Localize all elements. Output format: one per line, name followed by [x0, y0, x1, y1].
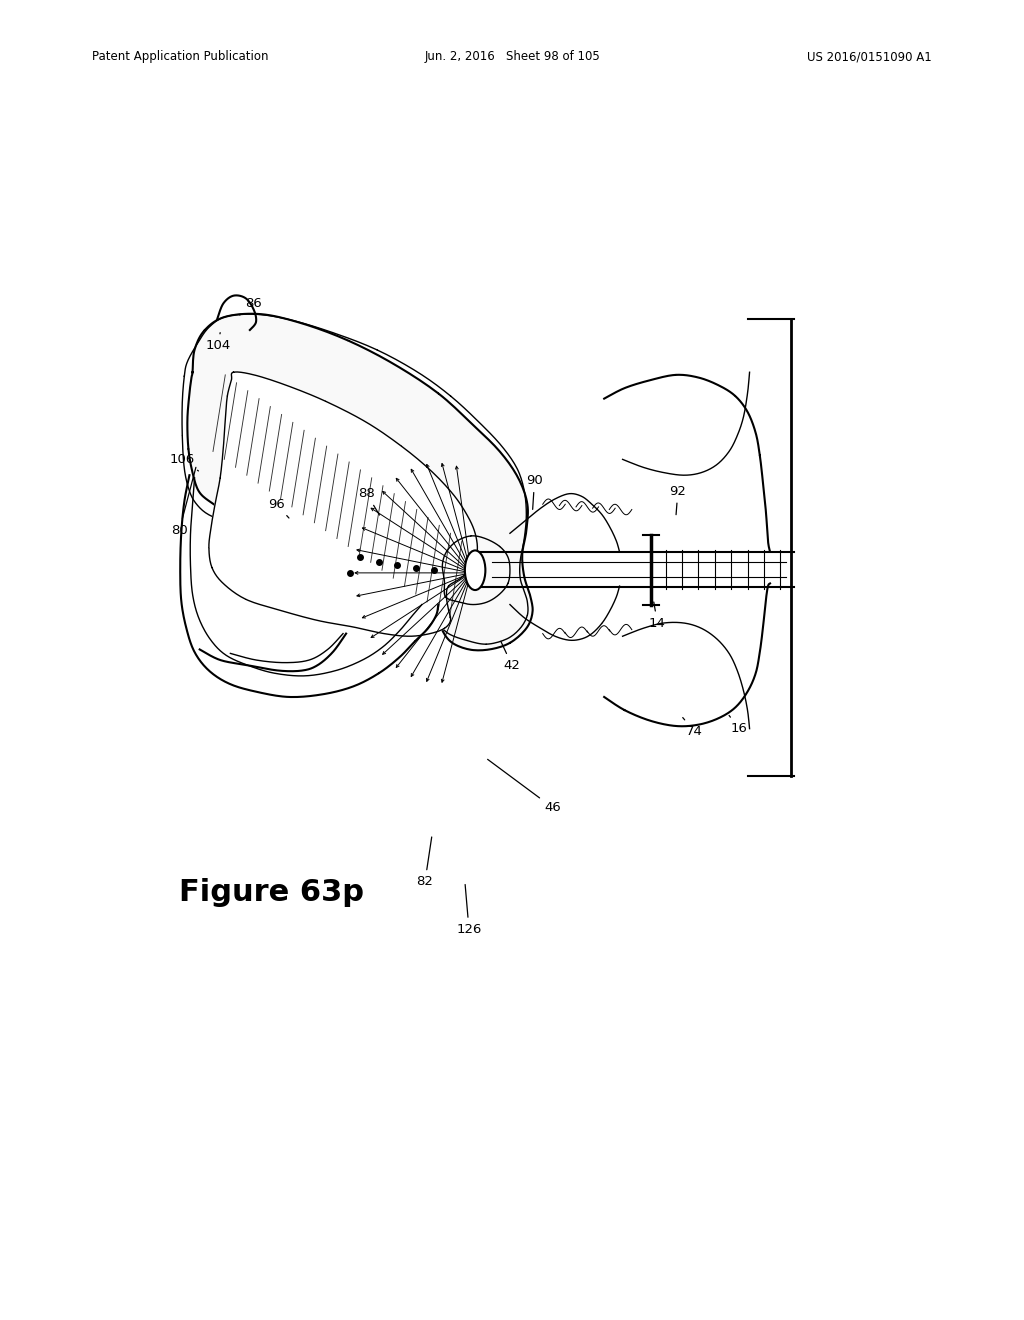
Text: 126: 126: [457, 884, 481, 936]
Ellipse shape: [465, 550, 485, 590]
Text: 92: 92: [670, 484, 686, 515]
Polygon shape: [187, 314, 532, 651]
Text: 88: 88: [358, 487, 380, 515]
Text: 96: 96: [268, 498, 289, 517]
Text: Patent Application Publication: Patent Application Publication: [92, 50, 268, 63]
Text: 106: 106: [170, 453, 199, 471]
Text: Jun. 2, 2016   Sheet 98 of 105: Jun. 2, 2016 Sheet 98 of 105: [424, 50, 600, 63]
Text: 42: 42: [501, 642, 520, 672]
Text: 80: 80: [171, 467, 196, 537]
Text: Figure 63p: Figure 63p: [179, 878, 365, 907]
Text: US 2016/0151090 A1: US 2016/0151090 A1: [807, 50, 932, 63]
Text: 46: 46: [487, 759, 561, 814]
Text: 82: 82: [417, 837, 433, 888]
Polygon shape: [209, 372, 477, 636]
Text: 90: 90: [526, 474, 543, 510]
Text: 14: 14: [649, 602, 666, 630]
Text: 104: 104: [206, 333, 230, 352]
Text: 86: 86: [240, 297, 262, 315]
Text: 74: 74: [683, 718, 702, 738]
Text: 16: 16: [729, 715, 748, 735]
